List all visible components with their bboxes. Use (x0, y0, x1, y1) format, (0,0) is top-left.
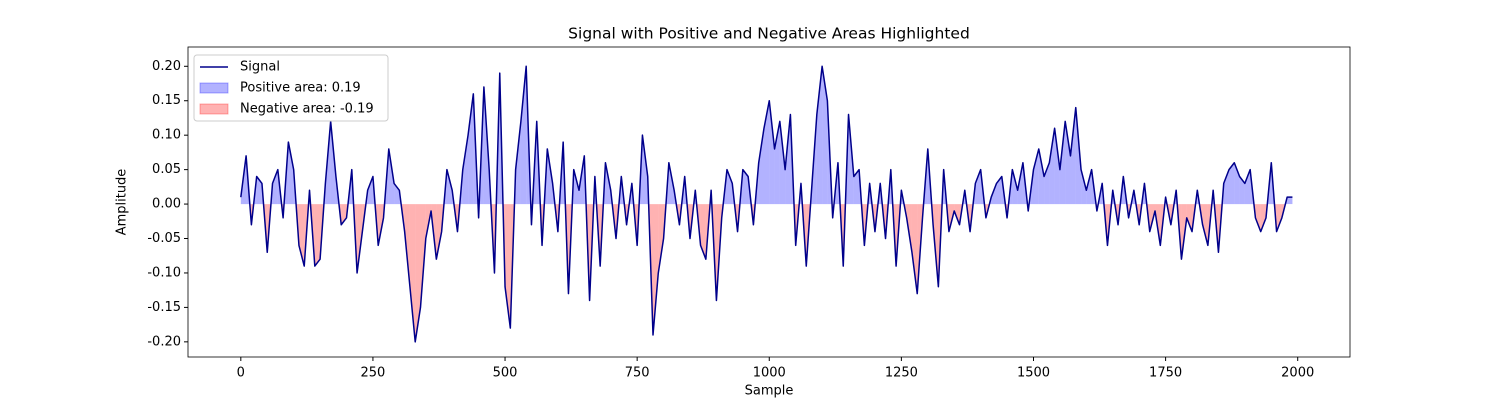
area-segment (573, 169, 580, 205)
area-segment (1255, 204, 1261, 232)
legend-label: Signal (240, 60, 280, 75)
chart-title: Signal with Positive and Negative Areas … (568, 25, 970, 43)
area-segment (1202, 204, 1208, 246)
y-tick-label: -0.20 (147, 334, 181, 349)
area-segment (388, 148, 395, 205)
area-segment (409, 204, 416, 342)
area-segment (547, 148, 553, 205)
y-axis-label: Amplitude (115, 169, 130, 236)
x-tick-label: 0 (237, 366, 245, 381)
area-segment (436, 204, 442, 260)
x-tick-label: 1500 (1017, 366, 1050, 381)
area-segment (1223, 169, 1230, 205)
area-segment (763, 100, 770, 205)
area-segment (357, 204, 363, 273)
area-segment (1186, 204, 1193, 232)
area-segment (367, 176, 373, 205)
area-segment (779, 121, 786, 205)
area-segment (1033, 148, 1039, 205)
area-segment (1038, 148, 1045, 205)
x-axis-label: Sample (745, 384, 794, 399)
y-tick-label: 0.15 (152, 93, 181, 108)
area-segment (1260, 204, 1267, 232)
area-segment (520, 66, 527, 205)
signal-line (240, 65, 1293, 343)
area-segment (256, 176, 262, 205)
area-segment (853, 169, 860, 205)
area-segment (742, 169, 749, 205)
legend: Signal Positive area: 0.19 Negative area: … (193, 54, 389, 122)
x-tick-label: 500 (493, 366, 518, 381)
legend-label: Positive area: 0.19 (240, 81, 361, 96)
area-segment (726, 169, 733, 205)
area-segment (1276, 204, 1282, 232)
area-segment (1054, 128, 1060, 205)
area-segment (272, 169, 278, 205)
area-segment (505, 204, 511, 329)
x-tick-label: 250 (361, 366, 386, 381)
legend-swatch (199, 82, 229, 94)
y-tick-label: 0.20 (152, 59, 181, 74)
fill-area (249, 204, 1286, 342)
y-tick-label: -0.15 (147, 300, 181, 315)
area-segment (1065, 121, 1071, 205)
area-segment (341, 204, 347, 225)
area-segment (515, 121, 521, 205)
area-segment (1229, 162, 1235, 205)
area-segment (996, 176, 1002, 205)
area-segment (1049, 128, 1055, 205)
y-tick-label: -0.10 (147, 265, 181, 280)
area-segment (975, 169, 981, 205)
area-segment (658, 204, 664, 273)
y-tick-label: 0.10 (152, 128, 181, 143)
y-tick-label: -0.05 (147, 231, 181, 246)
area-segment (642, 135, 648, 205)
x-tick-label: 2000 (1281, 366, 1314, 381)
legend-swatch (199, 103, 229, 115)
legend-label: Negative area: -0.19 (240, 102, 374, 117)
area-segment (822, 66, 828, 205)
area-segment (1239, 176, 1245, 205)
area-segment (314, 204, 321, 267)
area-segment (462, 135, 469, 205)
area-segment (700, 204, 706, 260)
area-segment (446, 169, 453, 205)
area-segment (816, 66, 823, 205)
x-tick-label: 1000 (753, 366, 786, 381)
area-segment (468, 93, 474, 205)
area-segment (1244, 169, 1251, 205)
area-segment (769, 100, 775, 205)
area-segment (1287, 197, 1293, 205)
x-tick-label: 1250 (885, 366, 918, 381)
legend-box (193, 54, 389, 122)
area-segment (785, 114, 791, 205)
x-tick-label: 1750 (1149, 366, 1182, 381)
y-tick-label: 0.05 (152, 162, 181, 177)
y-tick-label: 0.00 (152, 197, 181, 212)
area-segment (394, 183, 400, 205)
area-segment (1012, 169, 1018, 205)
area-segment (653, 204, 659, 335)
area-segment (1070, 107, 1076, 205)
plot-frame (187, 46, 1351, 358)
area-segment (1044, 162, 1050, 205)
fill-area (240, 66, 1293, 205)
area-segment (758, 128, 764, 205)
area-segment (911, 204, 918, 294)
x-tick-label: 750 (625, 366, 650, 381)
area-segment (288, 142, 294, 205)
area-segment (1081, 169, 1087, 205)
area-segment (1059, 121, 1066, 205)
area-segment (1086, 169, 1092, 205)
area-segment (415, 204, 421, 342)
